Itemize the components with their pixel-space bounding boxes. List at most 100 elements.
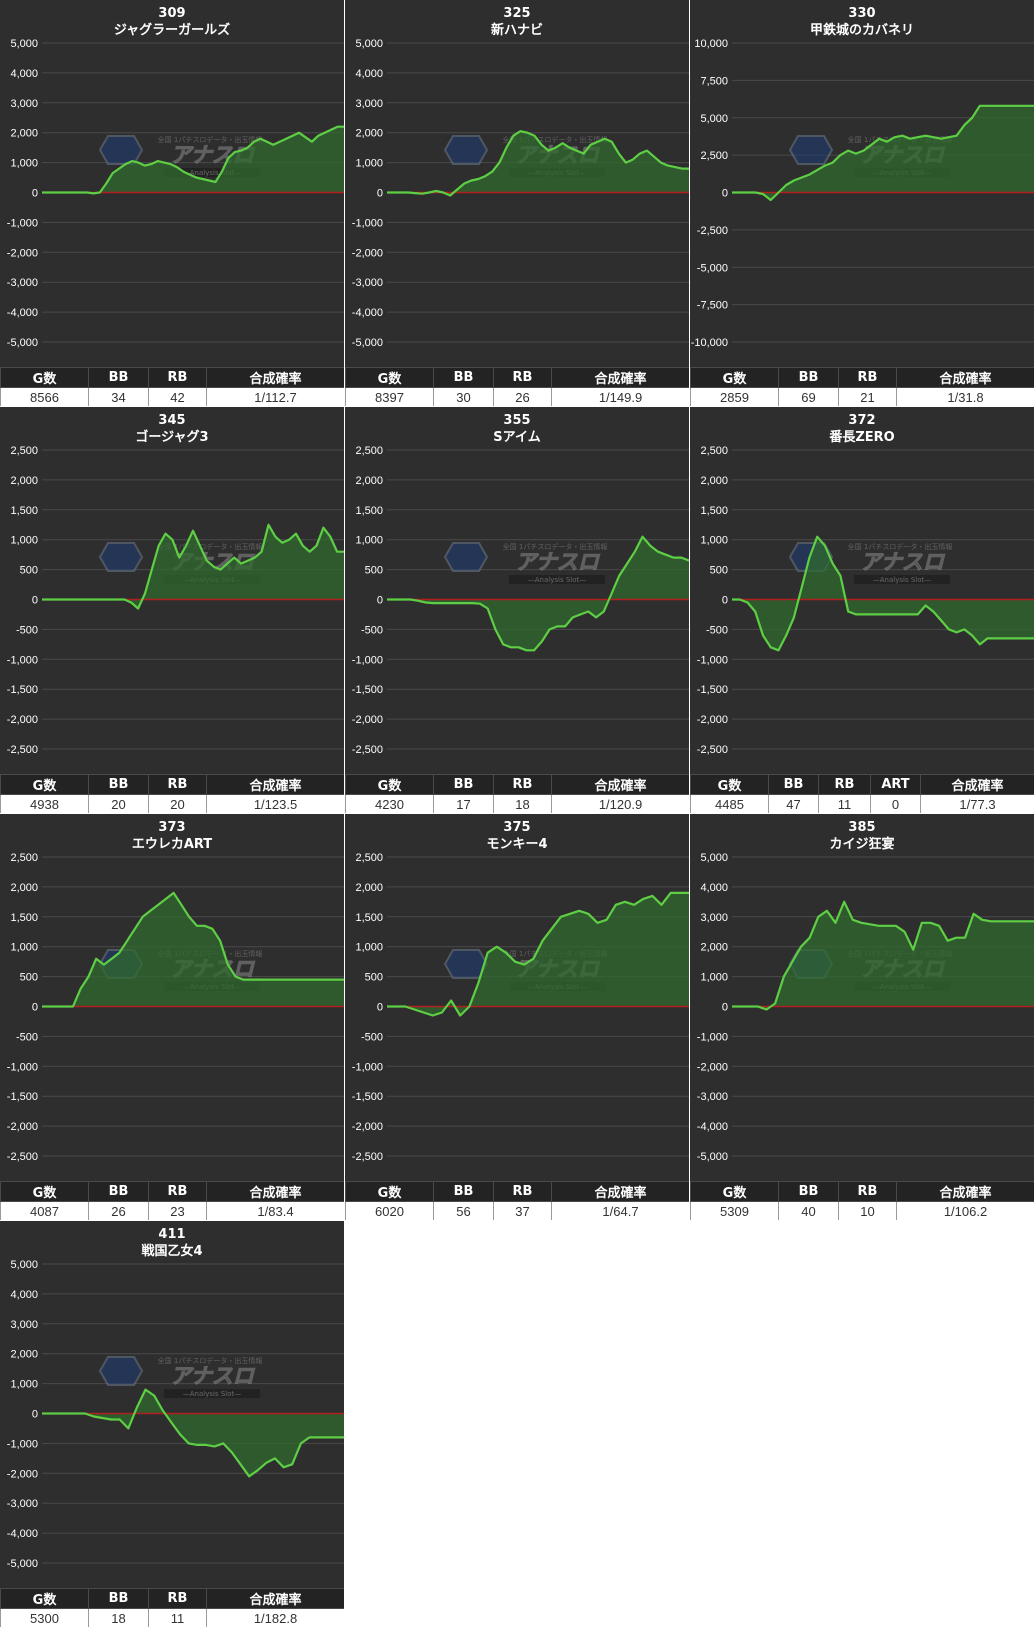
stats-value: 26 — [493, 387, 552, 406]
chart-svg: 373 エウレカART -2,500 -2,000 -1,500 -1,000 -500 0 5… — [7, 820, 344, 1163]
stats-value: 30 — [433, 387, 494, 406]
y-tick-label: 0 — [722, 595, 728, 607]
machine-name: 甲鉄城のカバネリ — [810, 22, 914, 38]
stats-value: 26 — [88, 1201, 149, 1220]
stats-value: 8566 — [0, 387, 89, 406]
machine-number: 373 — [158, 820, 185, 835]
y-tick-label: 3,000 — [355, 98, 383, 110]
machine-card: 411 戦国乙女4 -5,000 -4,000 -3,000 -2,000 -1,000 0 1… — [0, 1221, 344, 1627]
stats-header: 合成確率 — [896, 367, 1034, 388]
stats-value: 1/106.2 — [896, 1201, 1034, 1220]
stats-table: G数 BB RB 合成確率 4230 17 18 1/120.9 — [345, 774, 689, 813]
y-tick-label: 3,000 — [10, 1319, 38, 1331]
y-tick-label: 1,000 — [10, 942, 38, 954]
y-tick-label: 2,000 — [10, 475, 38, 487]
chart-svg: 375 モンキー4 -2,500 -2,000 -1,500 -1,000 -500 0 500… — [352, 820, 689, 1163]
stats-table: G数 BB RB 合成確率 6020 56 37 1/64.7 — [345, 1181, 689, 1220]
machine-number: 330 — [848, 6, 875, 21]
y-tick-label: -5,000 — [7, 1558, 38, 1570]
y-tick-label: -500 — [16, 624, 38, 636]
y-tick-label: 0 — [377, 595, 383, 607]
stats-value: 18 — [493, 794, 552, 813]
stats-value: 42 — [148, 387, 207, 406]
stats-header: BB — [768, 774, 819, 795]
y-tick-label: 1,000 — [10, 158, 38, 170]
series-line — [42, 523, 344, 610]
y-tick-label: -2,000 — [352, 1121, 383, 1133]
y-tick-label: 2,500 — [355, 852, 383, 864]
y-tick-label: -2,500 — [352, 1151, 383, 1163]
watermark-top-text: 全国 1パチスロデータ・出玉情報 — [503, 542, 608, 551]
stats-header: G数 — [0, 1588, 89, 1609]
y-tick-label: 2,000 — [10, 882, 38, 894]
stats-value: 40 — [778, 1201, 839, 1220]
machine-number: 345 — [158, 413, 185, 428]
y-tick-label: 500 — [710, 565, 728, 577]
y-tick-label: 0 — [32, 188, 38, 200]
y-tick-label: 1,000 — [700, 972, 728, 984]
series-area — [732, 105, 1034, 200]
y-tick-label: 4,000 — [10, 1289, 38, 1301]
y-tick-label: 0 — [32, 1002, 38, 1014]
y-tick-label: -1,000 — [352, 654, 383, 666]
y-tick-label: -500 — [706, 624, 728, 636]
machine-card: 372 番長ZERO -2,500 -2,000 -1,500 -1,000 -500 0 50… — [690, 407, 1034, 813]
stats-value: 34 — [88, 387, 149, 406]
stats-value: 4230 — [345, 794, 434, 813]
stats-header: 合成確率 — [920, 774, 1034, 795]
y-tick-label: -2,000 — [7, 247, 38, 259]
watermark-top-text: 全国 1パチスロデータ・出玉情報 — [503, 135, 608, 144]
watermark-tagline: —Analysis Slot— — [873, 576, 931, 584]
stats-header: RB — [838, 1181, 897, 1202]
y-tick-label: 0 — [722, 1002, 728, 1014]
machine-number: 385 — [848, 820, 875, 835]
stats-table: G数 BB RB 合成確率 4087 26 23 1/83.4 — [0, 1181, 344, 1220]
series-area — [42, 892, 344, 1007]
logo-hexagon-icon — [443, 542, 489, 572]
y-tick-label: -7,500 — [697, 300, 728, 312]
chart-area: 309 ジャグラーガールズ -5,000 -4,000 -3,000 -2,000 -1,0… — [0, 0, 344, 367]
y-tick-label: -1,000 — [352, 1061, 383, 1073]
stats-header: 合成確率 — [551, 774, 689, 795]
watermark-tagline: —Analysis Slot— — [183, 169, 241, 177]
y-tick-label: -4,000 — [352, 307, 383, 319]
y-tick-label: -3,000 — [7, 277, 38, 289]
y-tick-label: -1,000 — [352, 217, 383, 229]
y-tick-label: -1,000 — [697, 1031, 728, 1043]
series-line — [387, 130, 689, 197]
stats-value: 17 — [433, 794, 494, 813]
stats-value: 47 — [768, 794, 819, 813]
y-tick-label: 7,500 — [700, 75, 728, 87]
machine-name: 番長ZERO — [828, 429, 894, 445]
series-area — [387, 131, 689, 196]
stats-value: 1/182.8 — [206, 1608, 344, 1627]
stats-header: 合成確率 — [551, 1181, 689, 1202]
y-tick-label: -3,000 — [7, 1498, 38, 1510]
chart-area: 375 モンキー4 -2,500 -2,000 -1,500 -1,000 -500 0 500… — [345, 814, 689, 1181]
logo-hexagon-icon — [98, 1356, 144, 1386]
stats-header: BB — [88, 1181, 149, 1202]
stats-header: RB — [148, 367, 207, 388]
y-tick-label: 2,000 — [10, 1349, 38, 1361]
series-line — [42, 1388, 344, 1478]
stats-value: 1/112.7 — [206, 387, 344, 406]
stats-value: 2859 — [690, 387, 779, 406]
stats-header: 合成確率 — [206, 1588, 344, 1609]
chart-area: 373 エウレカART -2,500 -2,000 -1,500 -1,000 -500 0 5… — [0, 814, 344, 1181]
series-area — [42, 1389, 344, 1477]
watermark-top-text: 全国 1パチスロデータ・出玉情報 — [848, 542, 953, 551]
machine-name: Sアイム — [493, 430, 540, 445]
machine-name: ゴージャグ3 — [135, 429, 208, 445]
y-tick-label: -1,500 — [7, 684, 38, 696]
y-tick-label: -3,000 — [697, 1091, 728, 1103]
y-tick-label: -2,500 — [697, 225, 728, 237]
stats-value: 11 — [818, 794, 871, 813]
y-tick-label: -5,000 — [7, 337, 38, 349]
